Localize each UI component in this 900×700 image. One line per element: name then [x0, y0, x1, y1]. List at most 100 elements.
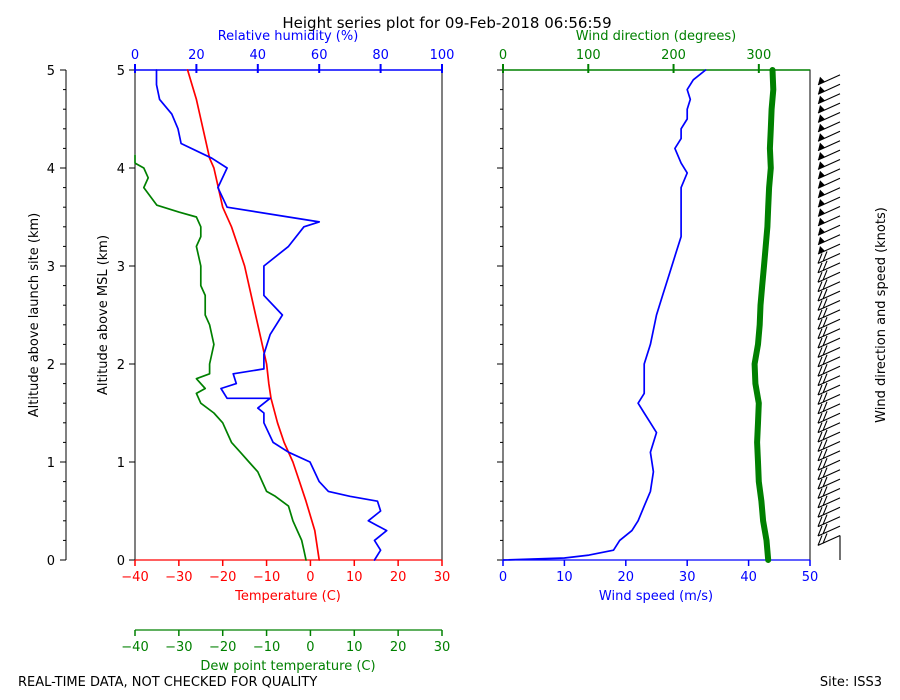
direction-tick-label: 100 [576, 48, 601, 63]
barb-staff [817, 328, 841, 340]
barb-staff [817, 412, 841, 424]
chart-title: Height series plot for 09-Feb-2018 06:56… [282, 14, 611, 32]
outer-tick-label: 0 [47, 554, 55, 569]
quality-disclaimer: REAL-TIME DATA, NOT CHECKED FOR QUALITY [18, 675, 317, 690]
barb-staff [817, 281, 841, 293]
dewpoint-line [134, 154, 307, 561]
barb-flag [818, 217, 825, 226]
wind-series-group [502, 67, 777, 563]
barb-flag [818, 161, 825, 170]
outer-tick-label: 1 [47, 456, 55, 471]
barb-feather [822, 410, 828, 422]
rh-tick-label: 40 [250, 48, 267, 63]
barb-feather [817, 281, 823, 292]
barb-feather [822, 260, 828, 272]
barb-feather [817, 535, 823, 546]
barb-flag [818, 95, 825, 104]
barb-flag [818, 133, 825, 142]
outer-tick-label: 2 [47, 358, 55, 373]
barb-feather [822, 279, 828, 290]
barb-staff [817, 516, 841, 528]
barb-staff [817, 337, 841, 349]
barb-staff [817, 506, 841, 518]
wind-barbs-label: Wind direction and speed (knots) [874, 207, 889, 423]
barb-feather [817, 450, 823, 462]
barb-flag [818, 170, 825, 179]
temperature-axis: −40 −30 −20 −10 0 10 20 30 [121, 559, 451, 585]
barb-feather [817, 394, 823, 405]
barb-feather [822, 354, 828, 366]
barb-staff [817, 262, 841, 274]
axis-tick-label: 30 [434, 570, 451, 585]
barb-feather [817, 384, 823, 396]
rh-tick-label: 20 [188, 48, 205, 63]
barb-feather [817, 318, 823, 330]
rh-tick-label: 80 [372, 48, 389, 63]
rh-tick-label: 100 [430, 48, 455, 63]
barb-feather [817, 488, 823, 499]
barb-feather [817, 459, 823, 471]
barb-flag [818, 208, 825, 217]
outer-tick-label: 3 [47, 260, 55, 275]
barb-staff [817, 440, 841, 452]
barb-feather [817, 506, 823, 518]
barb-feather [822, 392, 828, 403]
barb-feather [822, 298, 828, 309]
barb-feather [817, 262, 823, 274]
relative-humidity-label: Relative humidity (%) [218, 29, 359, 44]
wind-speed-axis: 0 10 20 30 40 50 [499, 559, 818, 585]
barb-feather [817, 300, 823, 311]
barb-flag [818, 236, 825, 245]
barb-feather [822, 504, 828, 516]
barb-staff [817, 450, 841, 462]
barb-feather [822, 363, 828, 375]
barb-feather [817, 290, 823, 302]
barb-feather [817, 375, 823, 386]
axis-tick-label: 30 [679, 570, 696, 585]
barb-flag [818, 152, 825, 160]
barb-feather [817, 412, 823, 424]
axis-tick-label: 30 [434, 640, 451, 655]
launch-site-altitude-label: Altitude above launch site (km) [27, 213, 42, 417]
barb-feather [822, 523, 828, 535]
barb-feather [817, 516, 823, 527]
barb-flag [818, 227, 825, 236]
barb-feather [822, 429, 828, 441]
thermo-series-group [134, 69, 388, 561]
barb-feather [822, 420, 828, 431]
barb-feather [822, 382, 828, 394]
barb-flag [818, 105, 825, 113]
barb-feather [817, 441, 823, 452]
barb-feather [817, 365, 823, 377]
axis-tick-label: 20 [390, 640, 407, 655]
barb-flag [818, 76, 825, 85]
direction-tick-label: 200 [661, 48, 686, 63]
msl-altitude-label: Altitude above MSL (km) [96, 235, 111, 395]
axis-tick-label: 20 [618, 570, 635, 585]
axis-tick-label: −30 [165, 570, 192, 585]
barb-flag [818, 123, 825, 132]
barb-flag [818, 189, 825, 198]
barb-feather [822, 373, 828, 384]
barb-feather [817, 525, 823, 537]
barb-staff [817, 497, 841, 509]
barb-feather [822, 476, 828, 488]
barb-feather [817, 309, 823, 321]
wind-speed-line [502, 69, 707, 561]
barb-staff [817, 431, 841, 443]
axis-tick-label: −30 [165, 640, 192, 655]
barb-feather [822, 269, 828, 281]
temperature-label: Temperature (C) [234, 589, 341, 604]
barb-feather [822, 448, 828, 460]
msl-tick-label: 3 [117, 260, 125, 275]
barb-staff [817, 318, 841, 330]
barb-feather [822, 307, 828, 319]
barb-feather [817, 497, 823, 509]
wind-direction-line [751, 67, 777, 563]
wind-barbs [817, 74, 841, 560]
barb-staff [817, 309, 841, 321]
rh-tick-label: 60 [311, 48, 328, 63]
axis-tick-label: 10 [346, 570, 363, 585]
axis-tick-label: −40 [121, 640, 148, 655]
barb-flag [818, 246, 825, 254]
